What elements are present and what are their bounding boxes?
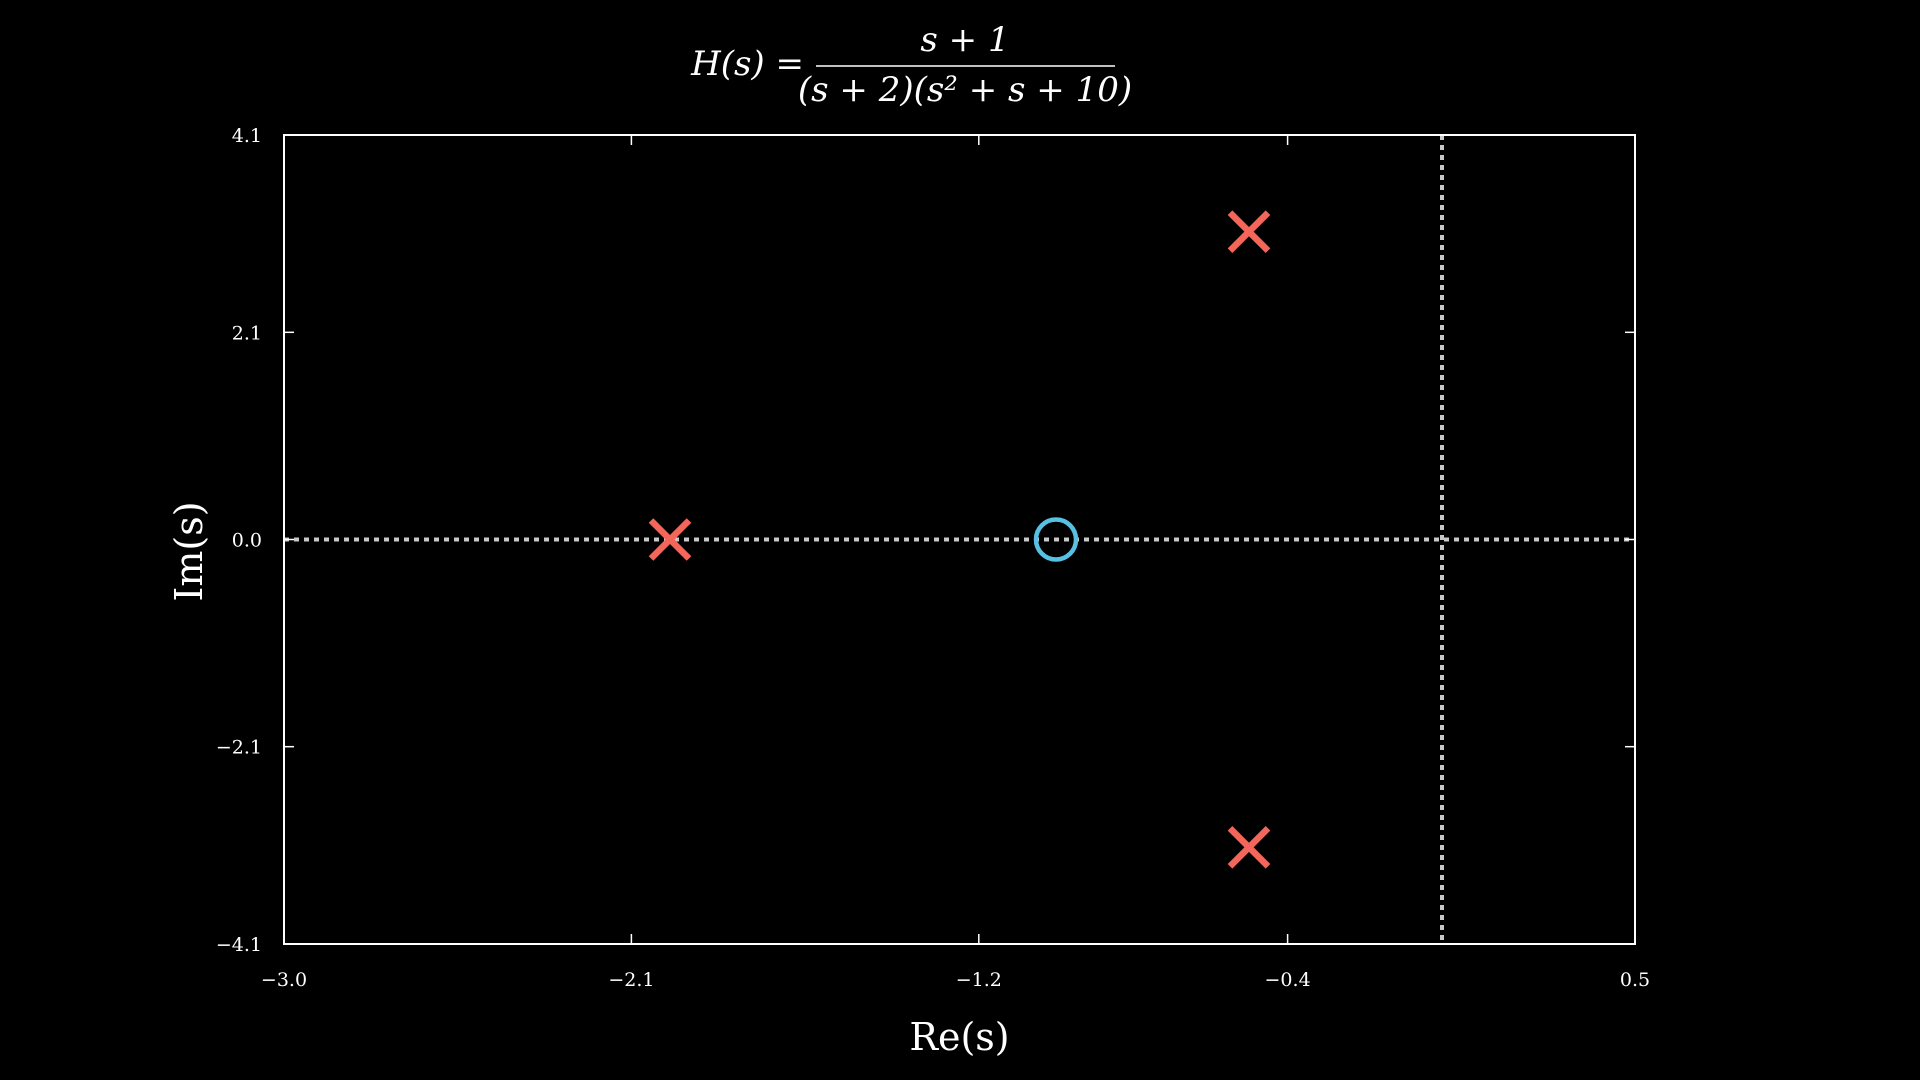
y-axis-ticks: −4.1 −2.1 0.0 2.1 4.1 — [216, 125, 1635, 956]
y-tick-label: 4.1 — [232, 125, 262, 147]
x-tick-label: −3.0 — [261, 969, 307, 991]
y-tick-label: −2.1 — [216, 737, 262, 759]
pole-marker — [1227, 826, 1271, 869]
pole-stroke-2 — [1227, 826, 1271, 869]
x-tick-label: −2.1 — [608, 969, 654, 991]
x-tick-label: −1.2 — [956, 969, 1002, 991]
pole-stroke-2 — [1227, 210, 1271, 253]
title-numerator: s + 1 — [920, 20, 1009, 60]
x-axis-label: Re(s) — [909, 1015, 1009, 1059]
y-axis-label: Im(s) — [167, 501, 211, 601]
zero-marker — [1033, 517, 1079, 562]
y-tick-label: 2.1 — [232, 322, 262, 344]
x-tick-label: −0.4 — [1265, 969, 1311, 991]
title-denominator: (s + 2)(s² + s + 10) — [798, 70, 1132, 110]
pole-stroke-2 — [648, 518, 692, 561]
x-axis-ticks: −3.0 −2.1 −1.2 −0.4 0.5 — [261, 135, 1650, 991]
y-tick-label: −4.1 — [216, 934, 262, 956]
chart-title: H(s) = s + 1 (s + 2)(s² + s + 10) — [690, 20, 1132, 110]
pole-marker — [648, 518, 692, 561]
y-tick-label: 0.0 — [232, 530, 262, 552]
x-tick-label: 0.5 — [1620, 969, 1650, 991]
reference-lines — [284, 135, 1635, 944]
title-lhs: H(s) = — [690, 44, 804, 84]
pole-zero-markers — [648, 210, 1271, 869]
pole-marker — [1227, 210, 1271, 253]
